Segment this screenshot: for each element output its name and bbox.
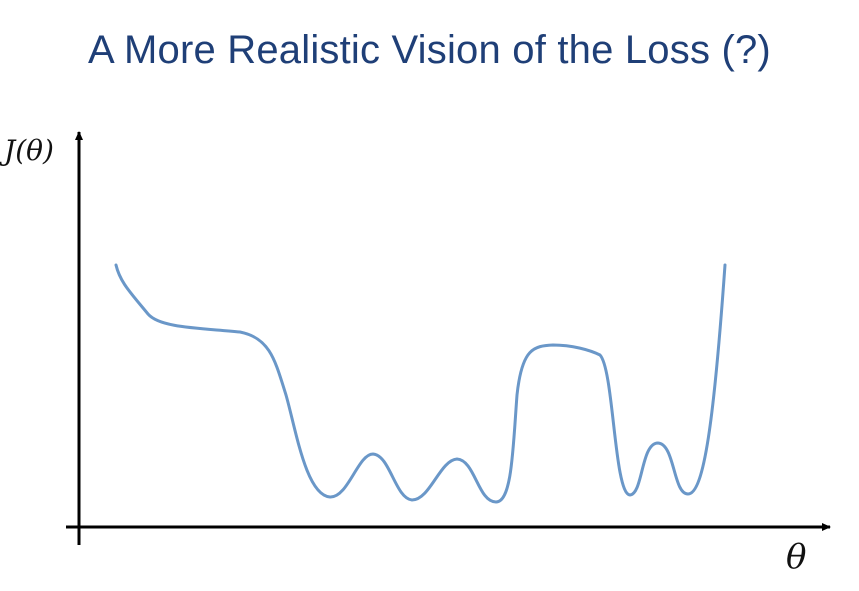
y-axis-label: J(θ): [0, 134, 54, 167]
slide-title: A More Realistic Vision of the Loss (?): [88, 28, 771, 72]
loss-curve: [114, 263, 727, 504]
x-axis-label: θ: [786, 537, 806, 577]
